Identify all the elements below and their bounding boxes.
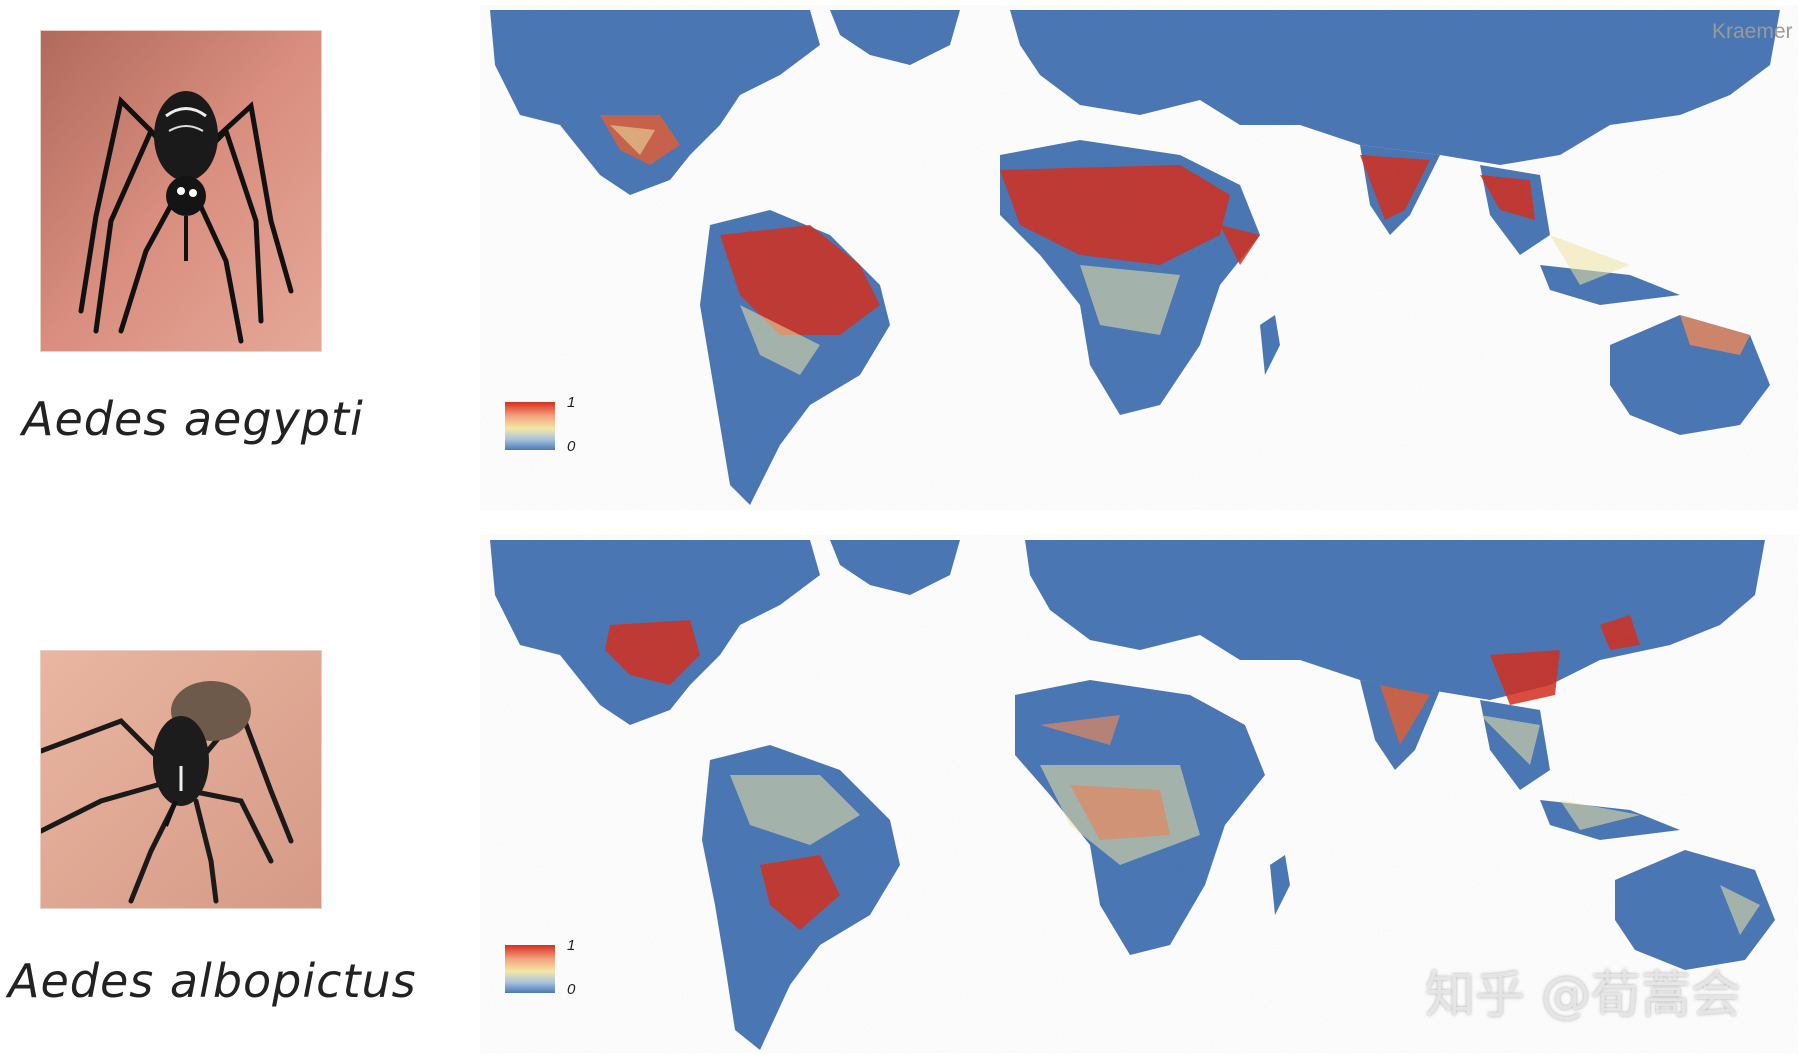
species-name-albopictus: Aedes albopictus [8,954,417,1008]
legend-albopictus: 1 0 [505,937,585,998]
source-credit: Kraemer [1712,20,1793,43]
legend-min-label: 0 [567,438,576,455]
species-name-aegypti: Aedes aegypti [22,392,364,446]
legend-color-ramp [505,402,555,450]
legend-max-label: 1 [567,937,576,954]
albopictus-distribution-map [480,535,1798,1053]
aedes-aegypti-photo [40,30,322,352]
legend-min-label: 0 [567,981,576,998]
legend-max-label: 1 [567,394,576,411]
aedes-albopictus-photo [40,650,322,909]
aegypti-distribution-map [480,5,1798,510]
legend-aegypti: 1 0 [505,394,585,455]
watermark-text: 知乎 @荀蒿会 [1425,966,1741,1024]
legend-color-ramp [505,945,555,993]
